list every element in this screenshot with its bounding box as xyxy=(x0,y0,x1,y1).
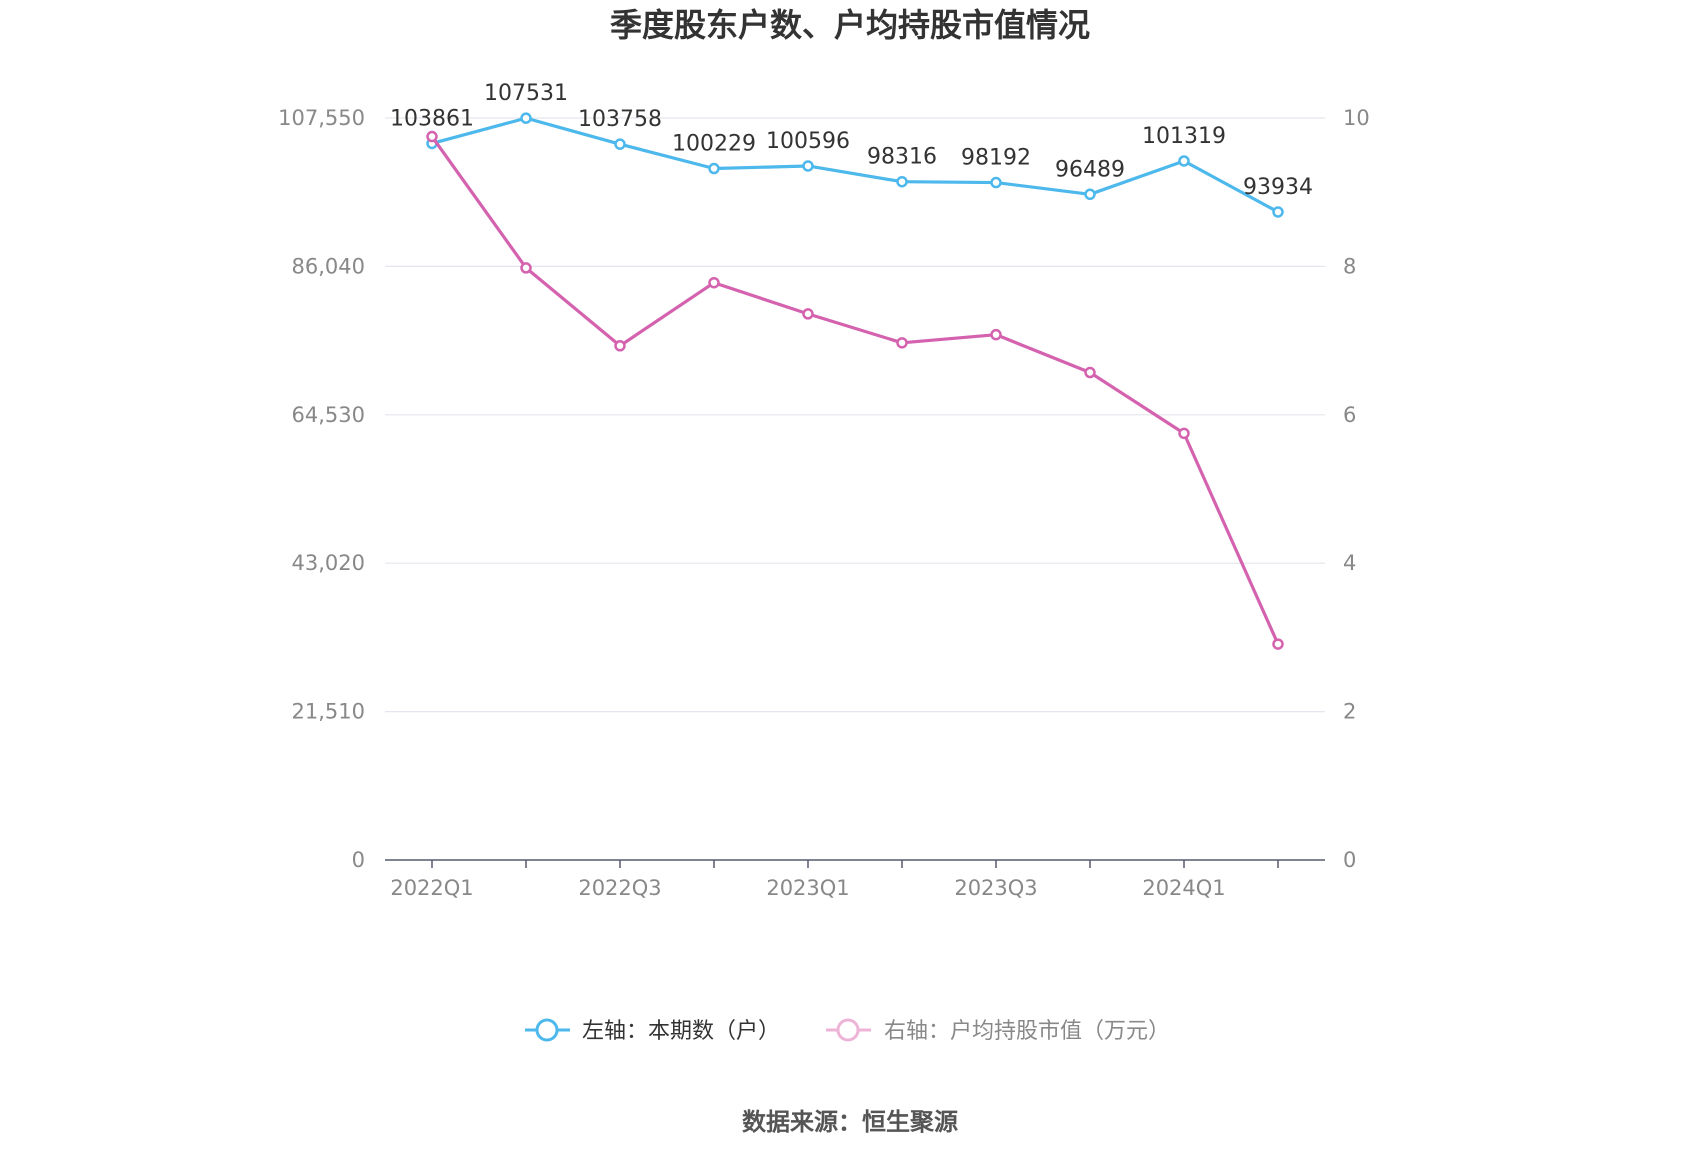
right-axis-tick-label: 0 xyxy=(1343,848,1356,872)
x-axis-tick-label: 2023Q1 xyxy=(766,876,849,900)
legend-label-left: 左轴：本期数（户） xyxy=(582,1019,780,1044)
data-label-left: 101319 xyxy=(1142,124,1226,149)
data-point-right xyxy=(802,308,814,320)
data-point-right xyxy=(708,276,720,289)
series-line-right xyxy=(430,135,1280,645)
x-axis: 2022Q1 2022Q3 2023Q1 2023Q3 2024Q1 xyxy=(385,859,1325,900)
chart-title: 季度股东户数、户均持股市值情况 xyxy=(610,6,1090,44)
right-axis-tick-label: 8 xyxy=(1343,254,1356,278)
data-point-left xyxy=(1272,206,1284,218)
data-point-right xyxy=(990,328,1002,341)
right-axis-ticks: 10 8 6 4 2 0 xyxy=(1343,106,1370,872)
data-point-right xyxy=(614,340,626,352)
data-point-left xyxy=(520,112,532,124)
data-point-right xyxy=(1272,638,1284,650)
grid-lines xyxy=(385,117,1325,713)
data-label-left: 98316 xyxy=(867,145,937,170)
right-axis-tick-label: 10 xyxy=(1343,106,1370,130)
data-point-left xyxy=(990,176,1002,189)
x-axis-tick-label: 2022Q1 xyxy=(390,876,473,900)
legend-marker-right xyxy=(836,1018,860,1042)
data-label-left: 98192 xyxy=(961,146,1031,171)
left-axis-tick-label: 107,550 xyxy=(278,106,365,130)
right-axis-tick-label: 2 xyxy=(1343,700,1356,724)
data-point-left xyxy=(614,138,626,150)
data-point-right xyxy=(1178,427,1190,440)
data-point-left xyxy=(1178,155,1190,167)
series-layer xyxy=(426,112,1284,650)
legend-marker-left xyxy=(535,1018,559,1042)
legend[interactable]: 左轴：本期数（户） 右轴：户均持股市值（万元） xyxy=(525,1018,1170,1044)
data-source: 数据来源：恒生聚源 xyxy=(742,1108,958,1136)
left-axis-tick-label: 64,530 xyxy=(292,403,365,427)
x-axis-tick-label: 2022Q3 xyxy=(578,876,661,900)
data-label-left: 100596 xyxy=(766,129,850,154)
left-axis-ticks: 107,550 86,040 64,530 43,020 21,510 0 xyxy=(278,106,365,872)
data-point-right xyxy=(1084,366,1096,379)
left-axis-tick-label: 86,040 xyxy=(292,254,365,278)
data-labels: 103861 107531 103758 100229 100596 98316 98192… xyxy=(390,81,1313,200)
right-axis-tick-label: 6 xyxy=(1343,403,1356,427)
right-axis-tick-label: 4 xyxy=(1343,551,1356,575)
left-axis-tick-label: 43,020 xyxy=(292,551,365,575)
left-axis-tick-label: 0 xyxy=(352,848,365,872)
data-label-left: 107531 xyxy=(484,81,568,106)
data-point-right xyxy=(426,130,438,143)
data-label-left: 103758 xyxy=(578,107,662,132)
x-axis-tick-label: 2024Q1 xyxy=(1142,876,1225,900)
data-label-left: 100229 xyxy=(672,132,756,157)
data-label-left: 103861 xyxy=(390,106,474,131)
data-point-right xyxy=(896,337,908,349)
data-label-left: 96489 xyxy=(1055,157,1125,182)
legend-item-right-series[interactable]: 右轴：户均持股市值（万元） xyxy=(826,1018,1170,1044)
data-point-right xyxy=(520,262,532,274)
x-axis-tick-label: 2023Q3 xyxy=(954,876,1037,900)
legend-item-left-series[interactable]: 左轴：本期数（户） xyxy=(525,1018,780,1044)
left-axis-tick-label: 21,510 xyxy=(292,700,365,724)
data-point-left xyxy=(896,175,908,188)
legend-label-right: 右轴：户均持股市值（万元） xyxy=(884,1019,1170,1044)
data-point-left xyxy=(708,162,720,175)
data-label-left: 93934 xyxy=(1243,175,1313,200)
series-line-left xyxy=(431,116,1279,214)
data-point-left xyxy=(1084,188,1096,201)
data-point-left xyxy=(802,160,814,172)
